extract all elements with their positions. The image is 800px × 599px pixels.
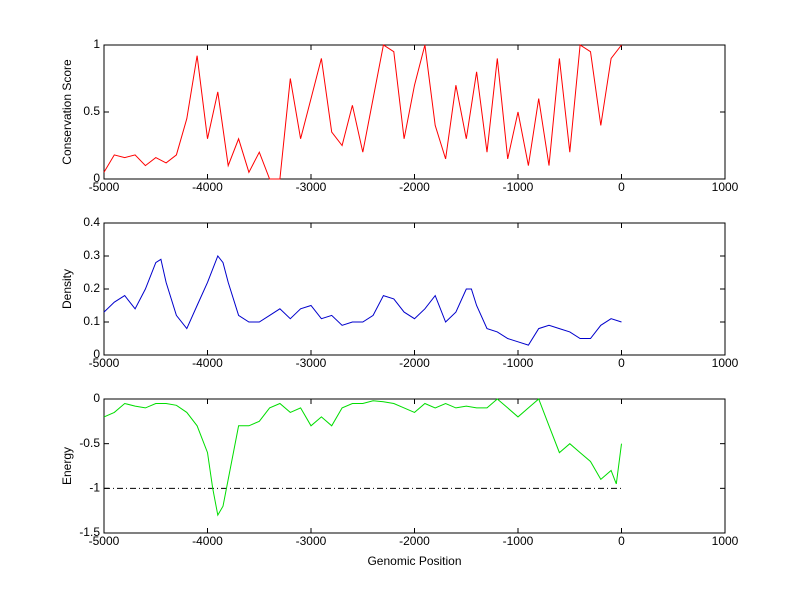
y-tick-label: 0.2 (83, 281, 100, 295)
x-tick-label: 0 (618, 356, 625, 370)
x-tick-label: -4000 (192, 356, 223, 370)
x-tick-label: 0 (618, 534, 625, 548)
x-tick-label: 1000 (712, 356, 739, 370)
x-tick-label: -5000 (89, 534, 120, 548)
y-tick-label: 0 (93, 391, 100, 405)
x-tick-label: -3000 (296, 534, 327, 548)
x-tick-label: -3000 (296, 180, 327, 194)
x-axis-label: Genomic Position (367, 554, 461, 568)
x-tick-label: 1000 (712, 534, 739, 548)
y-tick-label: -1 (89, 481, 100, 495)
x-tick-label: -3000 (296, 356, 327, 370)
y-tick-label: -0.5 (79, 436, 100, 450)
x-tick-label: -4000 (192, 180, 223, 194)
axes-box (103, 44, 726, 180)
y-tick-label: 0 (93, 347, 100, 361)
x-tick-label: 1000 (712, 180, 739, 194)
y-tick-label: -1.5 (79, 525, 100, 539)
y-tick-label: 0.3 (83, 248, 100, 262)
x-tick-label: 0 (618, 180, 625, 194)
x-tick-label: -1000 (503, 180, 534, 194)
y-axis-label: Density (60, 269, 74, 309)
y-tick-label: 0.5 (83, 104, 100, 118)
y-axis-label: Energy (60, 447, 74, 485)
x-tick-label: -5000 (89, 356, 120, 370)
axes-box (103, 222, 726, 356)
x-tick-label: -1000 (503, 356, 534, 370)
data-line (103, 398, 622, 517)
y-tick-label: 0.1 (83, 314, 100, 328)
y-tick-label: 0 (93, 171, 100, 185)
data-line (103, 255, 622, 346)
y-tick-label: 0.4 (83, 215, 100, 229)
x-tick-label: -1000 (503, 534, 534, 548)
x-tick-label: -4000 (192, 534, 223, 548)
axes-box (103, 398, 726, 534)
x-tick-label: -5000 (89, 180, 120, 194)
x-tick-label: -2000 (399, 180, 430, 194)
data-line (103, 44, 622, 180)
y-axis-label: Conservation Score (60, 59, 74, 165)
y-tick-label: 1 (93, 37, 100, 51)
x-tick-label: -2000 (399, 534, 430, 548)
x-tick-label: -2000 (399, 356, 430, 370)
